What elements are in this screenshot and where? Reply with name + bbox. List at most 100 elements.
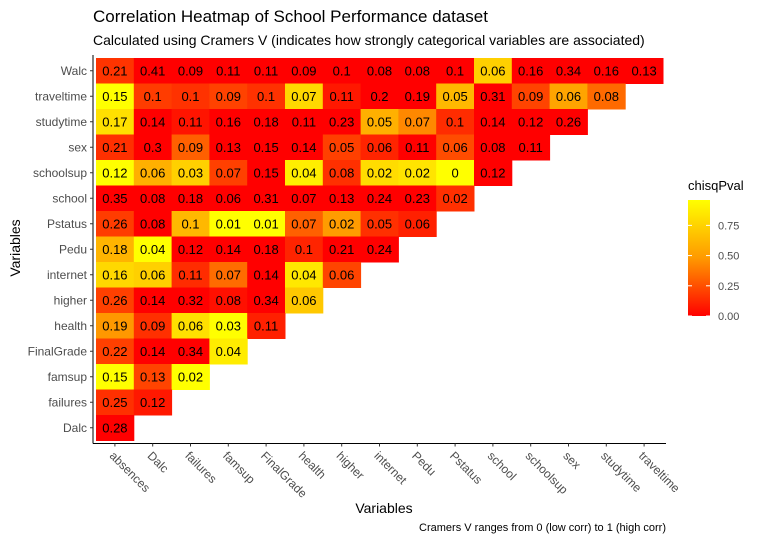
cell-value-label: 0.09 bbox=[518, 89, 543, 104]
cell-value-label: 0.1 bbox=[257, 89, 275, 104]
heatmap-cell bbox=[398, 83, 437, 110]
cell-value-label: 0.04 bbox=[291, 267, 316, 282]
heatmap-cell bbox=[511, 134, 551, 161]
heatmap-cell bbox=[133, 287, 173, 314]
heatmap-cell bbox=[511, 58, 551, 84]
y-tick-label: Walc bbox=[61, 64, 87, 78]
cell-value-label: 0.24 bbox=[367, 242, 392, 257]
heatmap-cell bbox=[285, 58, 324, 84]
cell-value-label: 0.13 bbox=[631, 63, 656, 78]
heatmap-cell bbox=[398, 134, 437, 161]
heatmap-cell bbox=[171, 109, 210, 135]
x-tick-label: internet bbox=[371, 449, 410, 488]
heatmap-cell bbox=[322, 262, 362, 288]
cell-value-label: 0.19 bbox=[405, 89, 430, 104]
heatmap-cell bbox=[171, 185, 210, 212]
y-tick-label: higher bbox=[54, 293, 87, 307]
cell-value-label: 0.11 bbox=[254, 63, 278, 78]
cell-value-label: 0.14 bbox=[140, 344, 165, 359]
cell-value-label: 0.17 bbox=[102, 114, 127, 129]
heatmap-cell bbox=[171, 211, 210, 237]
heatmap-cell bbox=[360, 160, 399, 186]
cell-value-label: 0.1 bbox=[181, 216, 199, 231]
heatmap-cell bbox=[171, 338, 210, 365]
heatmap-cell bbox=[133, 134, 173, 161]
cell-value-label: 0.31 bbox=[480, 89, 505, 104]
cell-value-label: 0.23 bbox=[405, 191, 430, 206]
heatmap-cell bbox=[436, 83, 475, 110]
cell-value-label: 0.08 bbox=[480, 140, 505, 155]
legend-tick-label: 0.50 bbox=[718, 251, 739, 263]
x-tick-label: health bbox=[296, 449, 329, 482]
cell-value-label: 0.06 bbox=[329, 267, 354, 282]
heatmap-cell bbox=[322, 185, 362, 212]
cell-value-label: 0.05 bbox=[442, 89, 467, 104]
heatmap-cell bbox=[247, 160, 286, 186]
x-tick-label: Dalc bbox=[145, 449, 172, 476]
cell-value-label: 0.13 bbox=[329, 191, 354, 206]
cell-value-label: 0.23 bbox=[329, 114, 354, 129]
heatmap-cell bbox=[209, 83, 248, 110]
heatmap-cell bbox=[436, 109, 475, 135]
cell-value-label: 0.14 bbox=[480, 114, 505, 129]
heatmap-cell bbox=[322, 109, 362, 135]
y-tick-label: Pedu bbox=[59, 242, 87, 256]
heatmap-cell bbox=[133, 364, 173, 390]
cell-value-label: 0.34 bbox=[253, 293, 278, 308]
x-axis-title: Variables bbox=[355, 500, 412, 516]
heatmap-cells bbox=[96, 58, 664, 441]
cell-value-label: 0.13 bbox=[216, 140, 241, 155]
cell-value-label: 0.13 bbox=[140, 369, 165, 384]
x-tick-label: school bbox=[485, 449, 519, 483]
cell-value-label: 0.18 bbox=[102, 242, 127, 257]
cell-value-label: 0.18 bbox=[253, 114, 278, 129]
cell-value-label: 0.02 bbox=[405, 165, 430, 180]
heatmap-cell bbox=[133, 109, 173, 135]
chart-caption: Cramers V ranges from 0 (low corr) to 1 … bbox=[419, 522, 666, 534]
cell-value-label: 0.18 bbox=[178, 191, 203, 206]
cell-value-label: 0.22 bbox=[102, 344, 127, 359]
heatmap-cell bbox=[322, 134, 362, 161]
heatmap-cell bbox=[398, 58, 437, 84]
heatmap-cell bbox=[360, 109, 399, 135]
cell-value-label: 0.06 bbox=[178, 318, 203, 333]
cell-value-label: 0.1 bbox=[446, 63, 464, 78]
heatmap-cell bbox=[511, 109, 551, 135]
heatmap-cell bbox=[96, 364, 135, 390]
cell-value-label: 0.14 bbox=[140, 293, 165, 308]
heatmap-cell bbox=[209, 58, 248, 84]
heatmap-cell bbox=[133, 313, 173, 339]
heatmap-cell bbox=[96, 83, 135, 110]
legend-title: chisqPval bbox=[688, 178, 744, 193]
heatmap-cell bbox=[96, 389, 135, 416]
heatmap-cell bbox=[436, 185, 475, 212]
y-tick-label: school bbox=[52, 191, 87, 205]
heatmap-cell bbox=[96, 313, 135, 339]
cell-value-label: 0.08 bbox=[140, 191, 165, 206]
cell-value-label: 0.04 bbox=[216, 344, 241, 359]
heatmap-cell bbox=[474, 109, 513, 135]
heatmap-cell bbox=[96, 185, 135, 212]
heatmap-cell bbox=[285, 160, 324, 186]
heatmap-cell bbox=[209, 313, 248, 339]
cell-value-label: 0.04 bbox=[140, 242, 165, 257]
heatmap-cell bbox=[285, 109, 324, 135]
cell-value-label: 0.12 bbox=[102, 165, 127, 180]
heatmap-cell bbox=[247, 287, 286, 314]
cell-value-label: 0.1 bbox=[295, 242, 313, 257]
heatmap-cell bbox=[247, 185, 286, 212]
cell-value-label: 0.06 bbox=[405, 216, 430, 231]
y-tick-label: famsup bbox=[48, 370, 88, 384]
x-tick-label: higher bbox=[334, 449, 367, 482]
cell-value-label: 0.02 bbox=[329, 216, 354, 231]
y-tick-label: failures bbox=[48, 395, 87, 409]
cell-value-label: 0.26 bbox=[556, 114, 581, 129]
cell-value-label: 0.31 bbox=[253, 191, 278, 206]
heatmap-cell bbox=[171, 58, 210, 84]
cell-value-label: 0.06 bbox=[556, 89, 581, 104]
heatmap-cell bbox=[209, 134, 248, 161]
heatmap-cell bbox=[436, 160, 475, 186]
cell-value-label: 0.21 bbox=[329, 242, 354, 257]
cell-value-label: 0.12 bbox=[178, 242, 203, 257]
